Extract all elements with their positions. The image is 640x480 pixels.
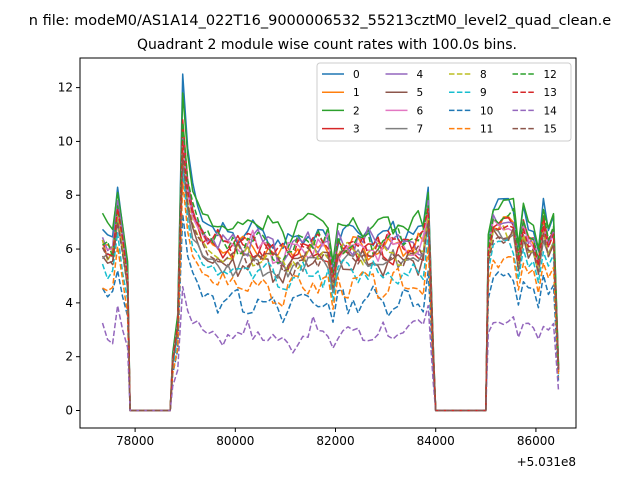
y-tick-label: 0 [65, 404, 73, 418]
x-axis: 78000 80000 82000 84000 86000 [116, 428, 555, 448]
legend-box [316, 62, 572, 142]
legend-label: 6 [417, 105, 424, 117]
legend-label: 12 [544, 69, 557, 81]
x-tick-label: 84000 [417, 434, 455, 448]
legend-label: 13 [544, 87, 557, 99]
y-tick-label: 8 [65, 188, 73, 202]
x-tick-label: 80000 [216, 434, 254, 448]
legend-label: 14 [544, 105, 558, 117]
y-axis: 0 2 4 6 8 10 12 [58, 81, 80, 418]
chart-title: Quadrant 2 module wise count rates with … [137, 37, 517, 53]
legend-label: 1 [353, 87, 360, 99]
x-offset-label: +5.031e8 [517, 455, 576, 469]
series-line-15 [101, 154, 560, 412]
legend-label: 5 [417, 87, 424, 99]
y-tick-label: 12 [58, 81, 73, 95]
y-tick-label: 4 [65, 296, 73, 310]
y-tick-label: 2 [65, 350, 73, 364]
series-line-11 [102, 181, 560, 412]
legend-label: 8 [480, 69, 487, 81]
legend-label: 9 [480, 87, 487, 99]
legend-label: 7 [417, 124, 424, 136]
series-line-9 [101, 170, 560, 412]
legend-label: 15 [544, 124, 557, 136]
x-tick-label: 82000 [316, 434, 354, 448]
series-layer [101, 73, 560, 412]
plot-frame [79, 57, 577, 429]
y-tick-label: 10 [58, 134, 73, 148]
legend-label: 2 [353, 105, 360, 117]
legend-label: 3 [353, 124, 360, 136]
legend-label: 4 [417, 69, 424, 81]
legend-label: 10 [480, 105, 493, 117]
y-tick-label: 6 [65, 242, 73, 256]
legend-label: 11 [480, 124, 493, 136]
figure-suptitle: n file: modeM0/AS1A14_022T16_9000006532_… [29, 13, 612, 29]
series-line-14 [101, 285, 560, 412]
x-tick-label: 78000 [116, 434, 154, 448]
legend-label: 0 [353, 69, 360, 81]
x-tick-label: 86000 [517, 434, 555, 448]
